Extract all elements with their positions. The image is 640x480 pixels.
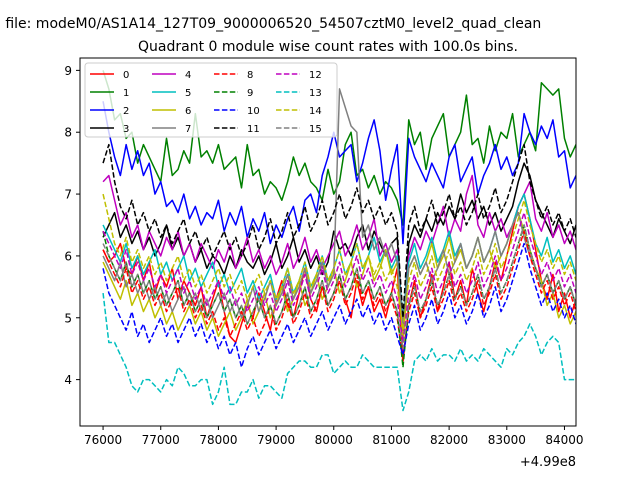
legend-label-11: 11 bbox=[247, 124, 260, 135]
y-tick-label: 5 bbox=[64, 311, 72, 325]
legend-label-3: 3 bbox=[123, 124, 129, 135]
series-line-8 bbox=[102, 230, 576, 362]
x-offset-label: +4.99e8 bbox=[520, 455, 576, 470]
series-line-6 bbox=[102, 211, 576, 344]
legend-label-0: 0 bbox=[123, 70, 129, 81]
series-line-2 bbox=[102, 101, 576, 245]
legend-label-15: 15 bbox=[309, 124, 322, 135]
legend-label-8: 8 bbox=[247, 70, 253, 81]
legend-frame bbox=[84, 62, 338, 138]
legend-label-4: 4 bbox=[185, 70, 191, 81]
y-axis: 4 5 6 7 8 9 bbox=[64, 64, 80, 387]
legend-label-6: 6 bbox=[185, 106, 191, 117]
legend-label-13: 13 bbox=[309, 88, 322, 99]
series-line-12 bbox=[102, 211, 576, 344]
x-tick-label: 79000 bbox=[257, 433, 295, 447]
y-tick-label: 4 bbox=[64, 373, 72, 387]
series-line-11 bbox=[102, 143, 576, 319]
legend-label-9: 9 bbox=[247, 88, 253, 99]
plot-series bbox=[102, 70, 576, 412]
x-tick-label: 80000 bbox=[315, 433, 353, 447]
legend-label-10: 10 bbox=[247, 106, 260, 117]
figure-suptitle: n file: modeM0/AS1A14_127T09_9000006520_… bbox=[0, 16, 541, 32]
x-tick-label: 84000 bbox=[545, 433, 583, 447]
series-line-7 bbox=[102, 88, 576, 325]
x-tick-label: 76000 bbox=[84, 433, 122, 447]
chart-title: Quadrant 0 module wise count rates with … bbox=[138, 39, 518, 55]
x-tick-label: 83000 bbox=[488, 433, 526, 447]
legend-label-14: 14 bbox=[309, 106, 322, 117]
legend-label-12: 12 bbox=[309, 70, 322, 81]
legend-label-7: 7 bbox=[185, 124, 191, 135]
y-tick-label: 6 bbox=[64, 249, 72, 263]
y-tick-label: 8 bbox=[64, 126, 72, 140]
series-line-14 bbox=[102, 193, 576, 331]
y-tick-label: 7 bbox=[64, 188, 72, 202]
x-tick-label: 81000 bbox=[372, 433, 410, 447]
series-line-4 bbox=[102, 174, 576, 325]
series-line-15 bbox=[102, 224, 576, 350]
x-tick-label: 82000 bbox=[430, 433, 468, 447]
legend-label-1: 1 bbox=[123, 88, 129, 99]
x-tick-label: 77000 bbox=[142, 433, 180, 447]
series-line-10 bbox=[102, 242, 576, 368]
legend-label-5: 5 bbox=[185, 88, 191, 99]
x-tick-label: 78000 bbox=[199, 433, 237, 447]
plot-frame bbox=[79, 57, 577, 427]
legend-label-2: 2 bbox=[123, 106, 129, 117]
x-axis: 76000 77000 78000 79000 80000 81000 82000 83000… bbox=[84, 426, 584, 447]
series-line-13 bbox=[102, 292, 576, 412]
y-tick-label: 9 bbox=[64, 64, 72, 78]
